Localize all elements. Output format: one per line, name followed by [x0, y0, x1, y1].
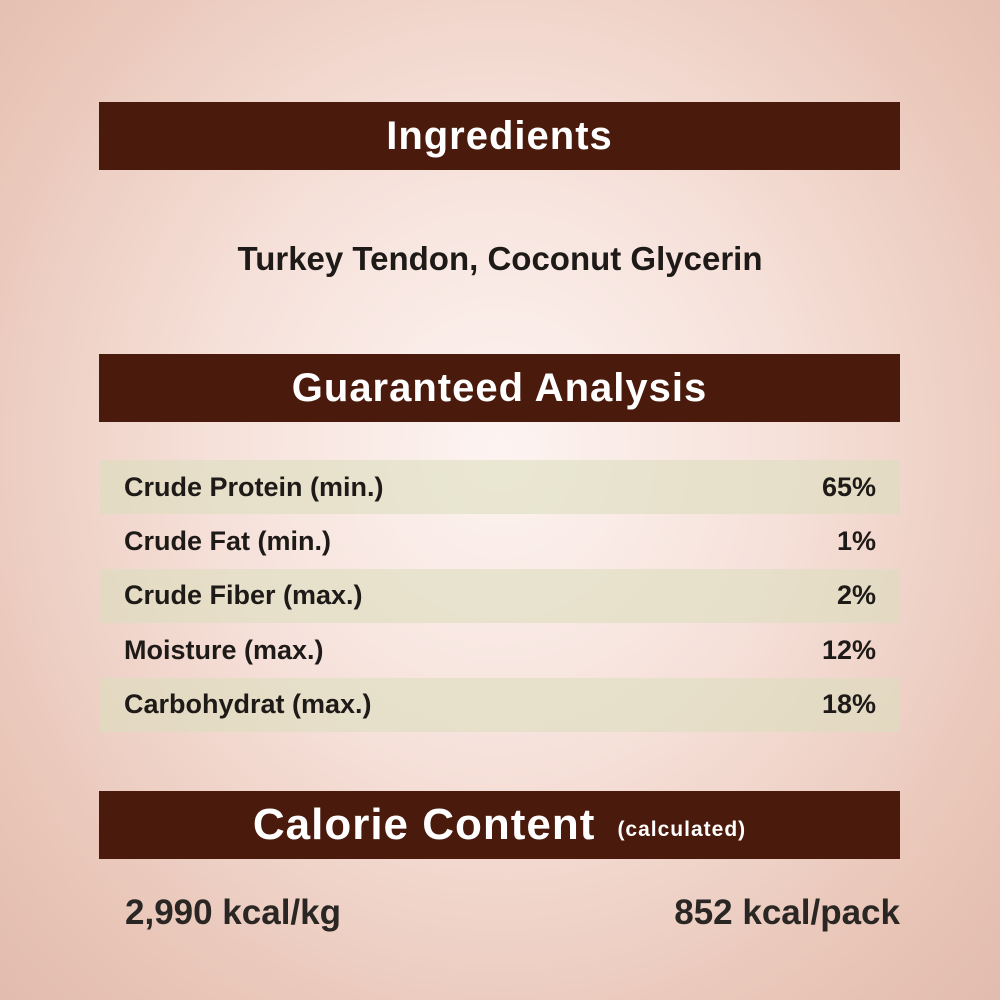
row-label: Carbohydrat (max.): [124, 689, 372, 720]
row-label: Moisture (max.): [124, 634, 324, 665]
table-row: Crude Protein (min.) 65%: [100, 460, 900, 515]
table-row: Crude Fiber (max.) 2%: [100, 568, 900, 624]
row-value: 2%: [836, 580, 876, 611]
calorie-heading: Calorie Content (calculated): [99, 791, 900, 859]
row-value: 12%: [821, 634, 876, 665]
calorie-note: (calculated): [617, 818, 747, 841]
analysis-heading-text: Guaranteed Analysis: [291, 365, 708, 410]
calorie-per-kg: 2,990 kcal/kg: [125, 893, 341, 932]
row-value: 65%: [821, 471, 876, 502]
ingredients-heading: Ingredients: [99, 102, 900, 170]
row-label: Crude Fiber (max.): [124, 580, 363, 611]
calorie-per-pack: 852 kcal/pack: [674, 893, 900, 932]
ingredients-heading-text: Ingredients: [386, 113, 613, 158]
row-label: Crude Protein (min.): [124, 471, 384, 502]
analysis-heading: Guaranteed Analysis: [99, 354, 900, 422]
analysis-table: Crude Protein (min.) 65% Crude Fat (min.)…: [100, 460, 900, 732]
table-row: Carbohydrat (max.) 18%: [100, 677, 900, 732]
ingredients-list: Turkey Tendon, Coconut Glycerin: [237, 240, 763, 277]
calorie-heading-text: Calorie Content: [252, 800, 596, 849]
row-value: 18%: [821, 689, 876, 720]
table-row: Moisture (max.) 12%: [100, 623, 900, 677]
row-value: 1%: [836, 526, 876, 557]
row-label: Crude Fat (min.): [124, 526, 331, 557]
table-row: Crude Fat (min.) 1%: [100, 514, 900, 568]
